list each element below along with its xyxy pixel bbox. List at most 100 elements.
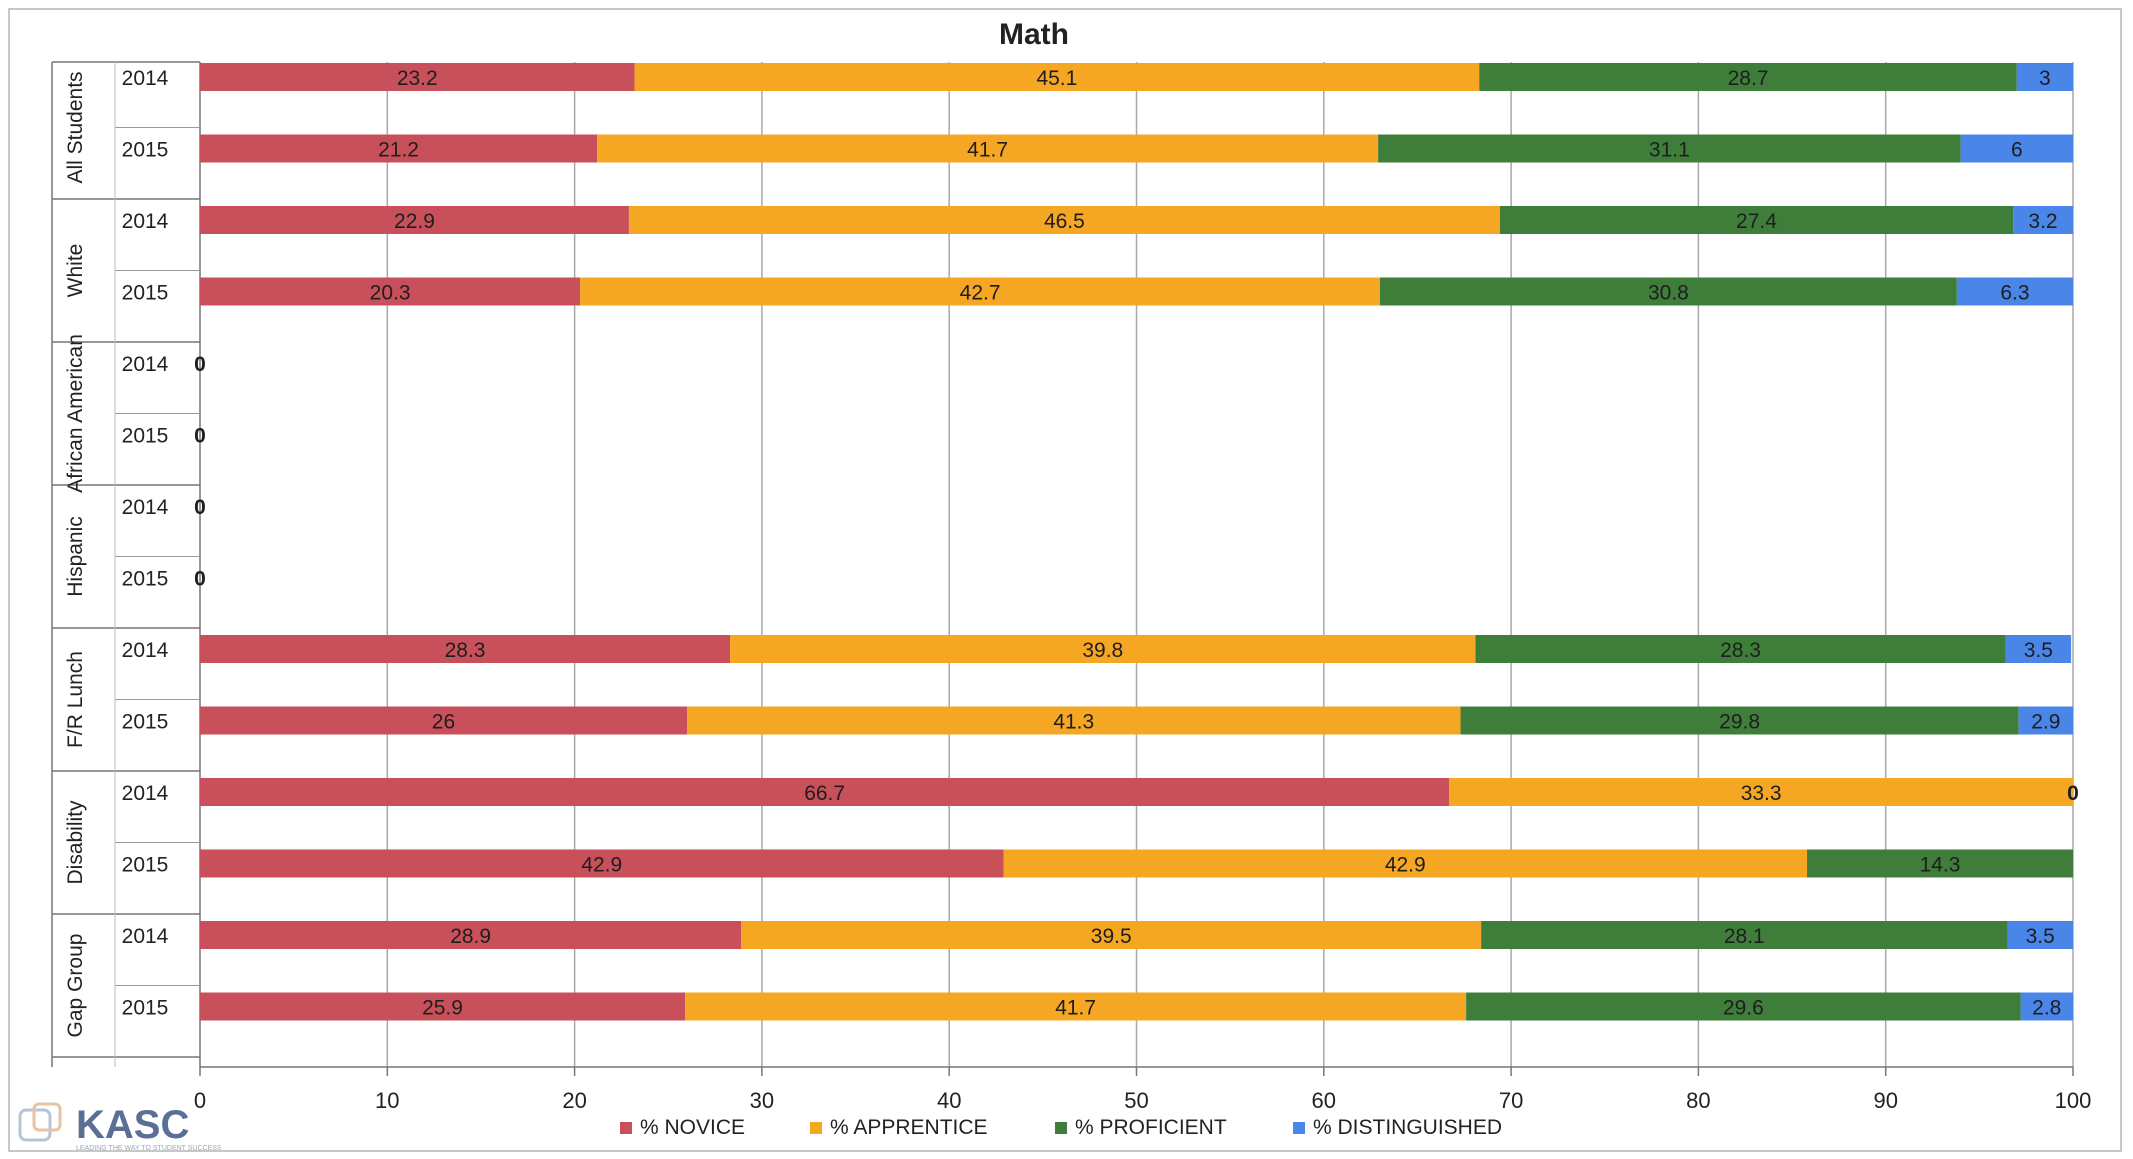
bar-segment xyxy=(1499,206,2014,234)
row-year-label: 2015 xyxy=(122,854,169,877)
bar-segment xyxy=(200,206,629,234)
zero-label: 0 xyxy=(194,568,206,591)
data-label: 45.1 xyxy=(1036,67,1077,90)
bar-segment xyxy=(1481,921,2008,949)
logo-mark-icon xyxy=(18,1102,62,1142)
data-label: 30.8 xyxy=(1648,282,1689,305)
x-tick-label: 100 xyxy=(2055,1088,2092,1113)
legend-swatch xyxy=(1293,1122,1305,1134)
data-label: 28.9 xyxy=(450,925,491,948)
bar-segment xyxy=(730,635,1476,663)
bar-segment xyxy=(1449,778,2073,806)
data-label: 26 xyxy=(432,711,455,734)
bars-layer xyxy=(200,63,2073,1021)
bar-segment xyxy=(2007,921,2073,949)
data-label: 6.3 xyxy=(2000,282,2029,305)
bar-segment xyxy=(1960,134,2073,163)
data-label: 46.5 xyxy=(1044,210,1085,233)
legend-label: % DISTINGUISHED xyxy=(1313,1116,1502,1139)
data-label: 66.7 xyxy=(804,782,845,805)
data-label: 41.7 xyxy=(967,139,1008,162)
group-label: White xyxy=(64,244,87,298)
row-year-label: 2015 xyxy=(122,997,169,1020)
data-label: 29.8 xyxy=(1719,711,1760,734)
kasc-logo: KASC LEADING THE WAY TO STUDENT SUCCESS xyxy=(18,1102,222,1152)
x-tick-label: 10 xyxy=(375,1088,399,1113)
data-label: 42.9 xyxy=(581,854,622,877)
bar-segment xyxy=(686,706,1461,735)
bar-segment xyxy=(741,921,1482,949)
data-label: 41.7 xyxy=(1055,997,1096,1020)
row-year-label: 2014 xyxy=(122,496,169,519)
bar-segment xyxy=(200,849,1004,878)
x-tick-label: 90 xyxy=(1873,1088,1897,1113)
bar-segment xyxy=(634,63,1480,91)
bar-segment xyxy=(200,706,687,735)
legend-label: % PROFICIENT xyxy=(1075,1116,1227,1139)
x-tick-label: 60 xyxy=(1312,1088,1336,1113)
bar-segment xyxy=(597,134,1379,163)
data-label: 33.3 xyxy=(1741,782,1782,805)
bar-segment xyxy=(580,277,1380,306)
bar-segment xyxy=(628,206,1500,234)
zero-label: 0 xyxy=(194,353,206,376)
data-label: 2.9 xyxy=(2031,711,2060,734)
row-year-label: 2015 xyxy=(122,139,169,162)
data-label: 6 xyxy=(2011,139,2023,162)
bar-segment xyxy=(200,277,581,306)
bar-segment xyxy=(1379,277,1957,306)
data-label: 20.3 xyxy=(370,282,411,305)
legend-label: % NOVICE xyxy=(640,1116,745,1139)
data-label: 28.3 xyxy=(445,639,486,662)
bar-segment xyxy=(200,778,1450,806)
bar-segment xyxy=(2020,992,2073,1021)
group-label: Hispanic xyxy=(64,516,87,597)
x-tick-label: 80 xyxy=(1686,1088,1710,1113)
data-label: 39.5 xyxy=(1091,925,1132,948)
logo-tagline: LEADING THE WAY TO STUDENT SUCCESS xyxy=(76,1145,222,1152)
zero-label: 0 xyxy=(194,425,206,448)
bar-segment xyxy=(1807,849,2073,878)
data-label: 28.1 xyxy=(1724,925,1765,948)
legend-swatch xyxy=(620,1122,632,1134)
row-year-label: 2015 xyxy=(122,282,169,305)
data-label: 39.8 xyxy=(1082,639,1123,662)
x-tick-label: 30 xyxy=(750,1088,774,1113)
data-label: 21.2 xyxy=(378,139,419,162)
data-label: 28.3 xyxy=(1720,639,1761,662)
data-label: 28.7 xyxy=(1728,67,1769,90)
bar-segment xyxy=(1466,992,2021,1021)
x-tick-label: 70 xyxy=(1499,1088,1523,1113)
legend-label: % APPRENTICE xyxy=(830,1116,988,1139)
zero-label: 0 xyxy=(194,496,206,519)
data-label: 31.1 xyxy=(1649,139,1690,162)
legend-swatch xyxy=(810,1122,822,1134)
chart-frame xyxy=(8,8,2122,1152)
bar-segment xyxy=(1475,635,2006,663)
bar-segment xyxy=(1460,706,2019,735)
data-label: 2.8 xyxy=(2032,997,2061,1020)
bar-segment xyxy=(200,635,731,663)
row-year-label: 2015 xyxy=(122,568,169,591)
bar-segment xyxy=(200,992,686,1021)
bar-segment xyxy=(200,134,598,163)
data-label: 3.5 xyxy=(2024,639,2053,662)
bar-segment xyxy=(2013,206,2073,234)
row-year-label: 2014 xyxy=(122,67,169,90)
bar-segment xyxy=(685,992,1467,1021)
data-label: 42.9 xyxy=(1385,854,1426,877)
row-year-label: 2015 xyxy=(122,711,169,734)
legend: % NOVICE % APPRENTICE % PROFICIENT % DISTIN… xyxy=(620,1116,1502,1139)
data-label: 22.9 xyxy=(394,210,435,233)
row-year-label: 2014 xyxy=(122,210,169,233)
data-label: 29.6 xyxy=(1723,997,1764,1020)
legend-swatch xyxy=(1055,1122,1067,1134)
group-label: All Students xyxy=(64,71,87,183)
x-tick-label: 40 xyxy=(937,1088,961,1113)
bar-segment xyxy=(2016,63,2073,91)
data-label: 25.9 xyxy=(422,997,463,1020)
x-tick-label: 20 xyxy=(562,1088,586,1113)
row-year-label: 2014 xyxy=(122,782,169,805)
bar-segment xyxy=(1479,63,2017,91)
